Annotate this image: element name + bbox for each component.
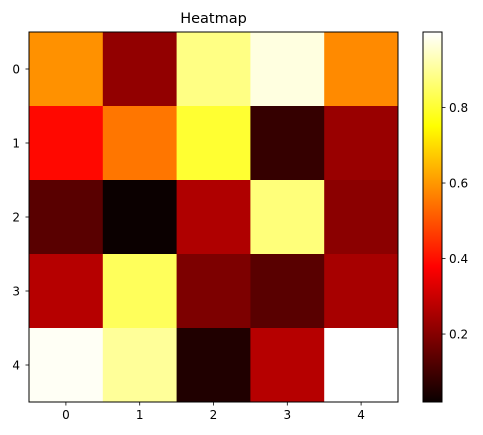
heatmap-cell xyxy=(176,254,251,329)
heatmap-cell xyxy=(176,32,251,107)
y-tick-label: 4 xyxy=(12,358,20,372)
heatmap-cell xyxy=(324,254,399,329)
x-tick-label: 4 xyxy=(357,408,365,422)
heatmap-cell xyxy=(250,328,325,403)
heatmap-cell xyxy=(176,328,251,403)
heatmap-cell xyxy=(29,254,104,329)
heatmap-cell xyxy=(29,32,104,107)
y-tick-label: 1 xyxy=(12,136,20,150)
y-tick-label: 3 xyxy=(12,284,20,298)
heatmap-cell xyxy=(250,254,325,329)
heatmap-cell xyxy=(324,328,399,403)
colorbar-tick-label: 0.8 xyxy=(449,101,468,115)
heatmap-cell xyxy=(29,328,104,403)
y-tick-label: 0 xyxy=(12,62,20,76)
x-tick-label: 3 xyxy=(283,408,291,422)
heatmap-cell xyxy=(176,180,251,255)
colorbar-axis: 0.2 0.4 0.6 0.8 xyxy=(442,101,468,341)
heatmap-cell xyxy=(250,180,325,255)
colorbar-tick-label: 0.2 xyxy=(449,327,468,341)
y-axis: 0 1 2 3 4 xyxy=(12,62,29,372)
x-tick-label: 1 xyxy=(136,408,144,422)
colorbar-tick-label: 0.6 xyxy=(449,176,468,190)
y-tick-label: 2 xyxy=(12,210,20,224)
heatmap-cell xyxy=(29,106,104,181)
heatmap-cell xyxy=(29,180,104,255)
heatmap-cell xyxy=(102,180,178,255)
heatmap-cell xyxy=(102,32,178,107)
heatmap-cell xyxy=(250,106,325,181)
x-tick-label: 2 xyxy=(210,408,218,422)
heatmap-cell xyxy=(102,328,178,403)
heatmap-cell xyxy=(102,254,178,329)
heatmap-cell xyxy=(324,106,399,181)
heatmap-cell xyxy=(102,106,178,181)
heatmap-cell xyxy=(176,106,251,181)
heatmap-cells xyxy=(29,32,399,403)
heatmap-cell xyxy=(324,32,399,107)
x-tick-label: 0 xyxy=(62,408,70,422)
colorbar xyxy=(422,31,443,403)
colorbar-tick-label: 0.4 xyxy=(449,252,468,266)
heatmap-cell xyxy=(250,32,325,107)
x-axis: 0 1 2 3 4 xyxy=(62,402,365,422)
chart-title: Heatmap xyxy=(180,11,247,27)
heatmap-cell xyxy=(324,180,399,255)
